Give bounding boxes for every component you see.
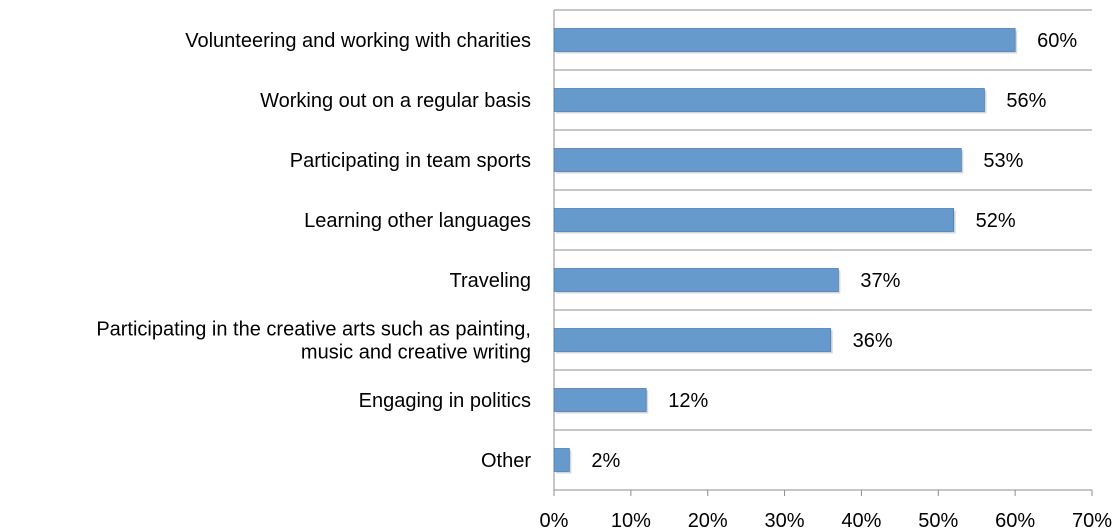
category-label-line: Traveling [449, 270, 531, 292]
category-label-line: Learning other languages [304, 210, 531, 232]
x-tick-label: 20% [688, 510, 728, 531]
category-label: Other [481, 450, 531, 472]
x-tick-label: 40% [841, 510, 881, 531]
category-label: Engaging in politics [359, 390, 531, 412]
x-tick-label: 10% [611, 510, 651, 531]
x-tick-label: 0% [540, 510, 569, 531]
category-label: Learning other languages [304, 210, 531, 232]
category-label: Working out on a regular basis [260, 90, 531, 112]
data-label: 12% [668, 390, 708, 412]
data-label: 37% [860, 270, 900, 292]
data-label: 60% [1037, 30, 1077, 52]
category-label-line: Volunteering and working with charities [185, 30, 531, 52]
data-label: 56% [1006, 90, 1046, 112]
x-tick-label: 70% [1072, 510, 1112, 531]
category-label-line: Engaging in politics [359, 390, 531, 412]
data-label: 52% [976, 210, 1016, 232]
category-label-line: music and creative writing [301, 342, 531, 364]
category-label-line: Participating in team sports [290, 150, 531, 172]
category-label-line: Working out on a regular basis [260, 90, 531, 112]
bar [553, 28, 1016, 52]
data-label: 36% [853, 330, 893, 352]
bar [553, 268, 839, 292]
category-label: Traveling [449, 270, 531, 292]
data-label: 2% [591, 450, 620, 472]
bar [553, 328, 832, 352]
bar [553, 88, 985, 112]
bar [553, 148, 962, 172]
bar [553, 208, 955, 232]
data-label: 53% [983, 150, 1023, 172]
category-label: Participating in team sports [290, 150, 531, 172]
category-label-line: Other [481, 450, 531, 472]
x-tick-label: 30% [765, 510, 805, 531]
category-label-line: Participating in the creative arts such … [96, 319, 531, 341]
x-tick-label: 60% [995, 510, 1035, 531]
category-label: Volunteering and working with charities [185, 30, 531, 52]
x-tick-label: 50% [918, 510, 958, 531]
category-label: Participating in the creative arts such … [96, 319, 531, 364]
bar [553, 388, 647, 412]
bar [553, 448, 570, 472]
